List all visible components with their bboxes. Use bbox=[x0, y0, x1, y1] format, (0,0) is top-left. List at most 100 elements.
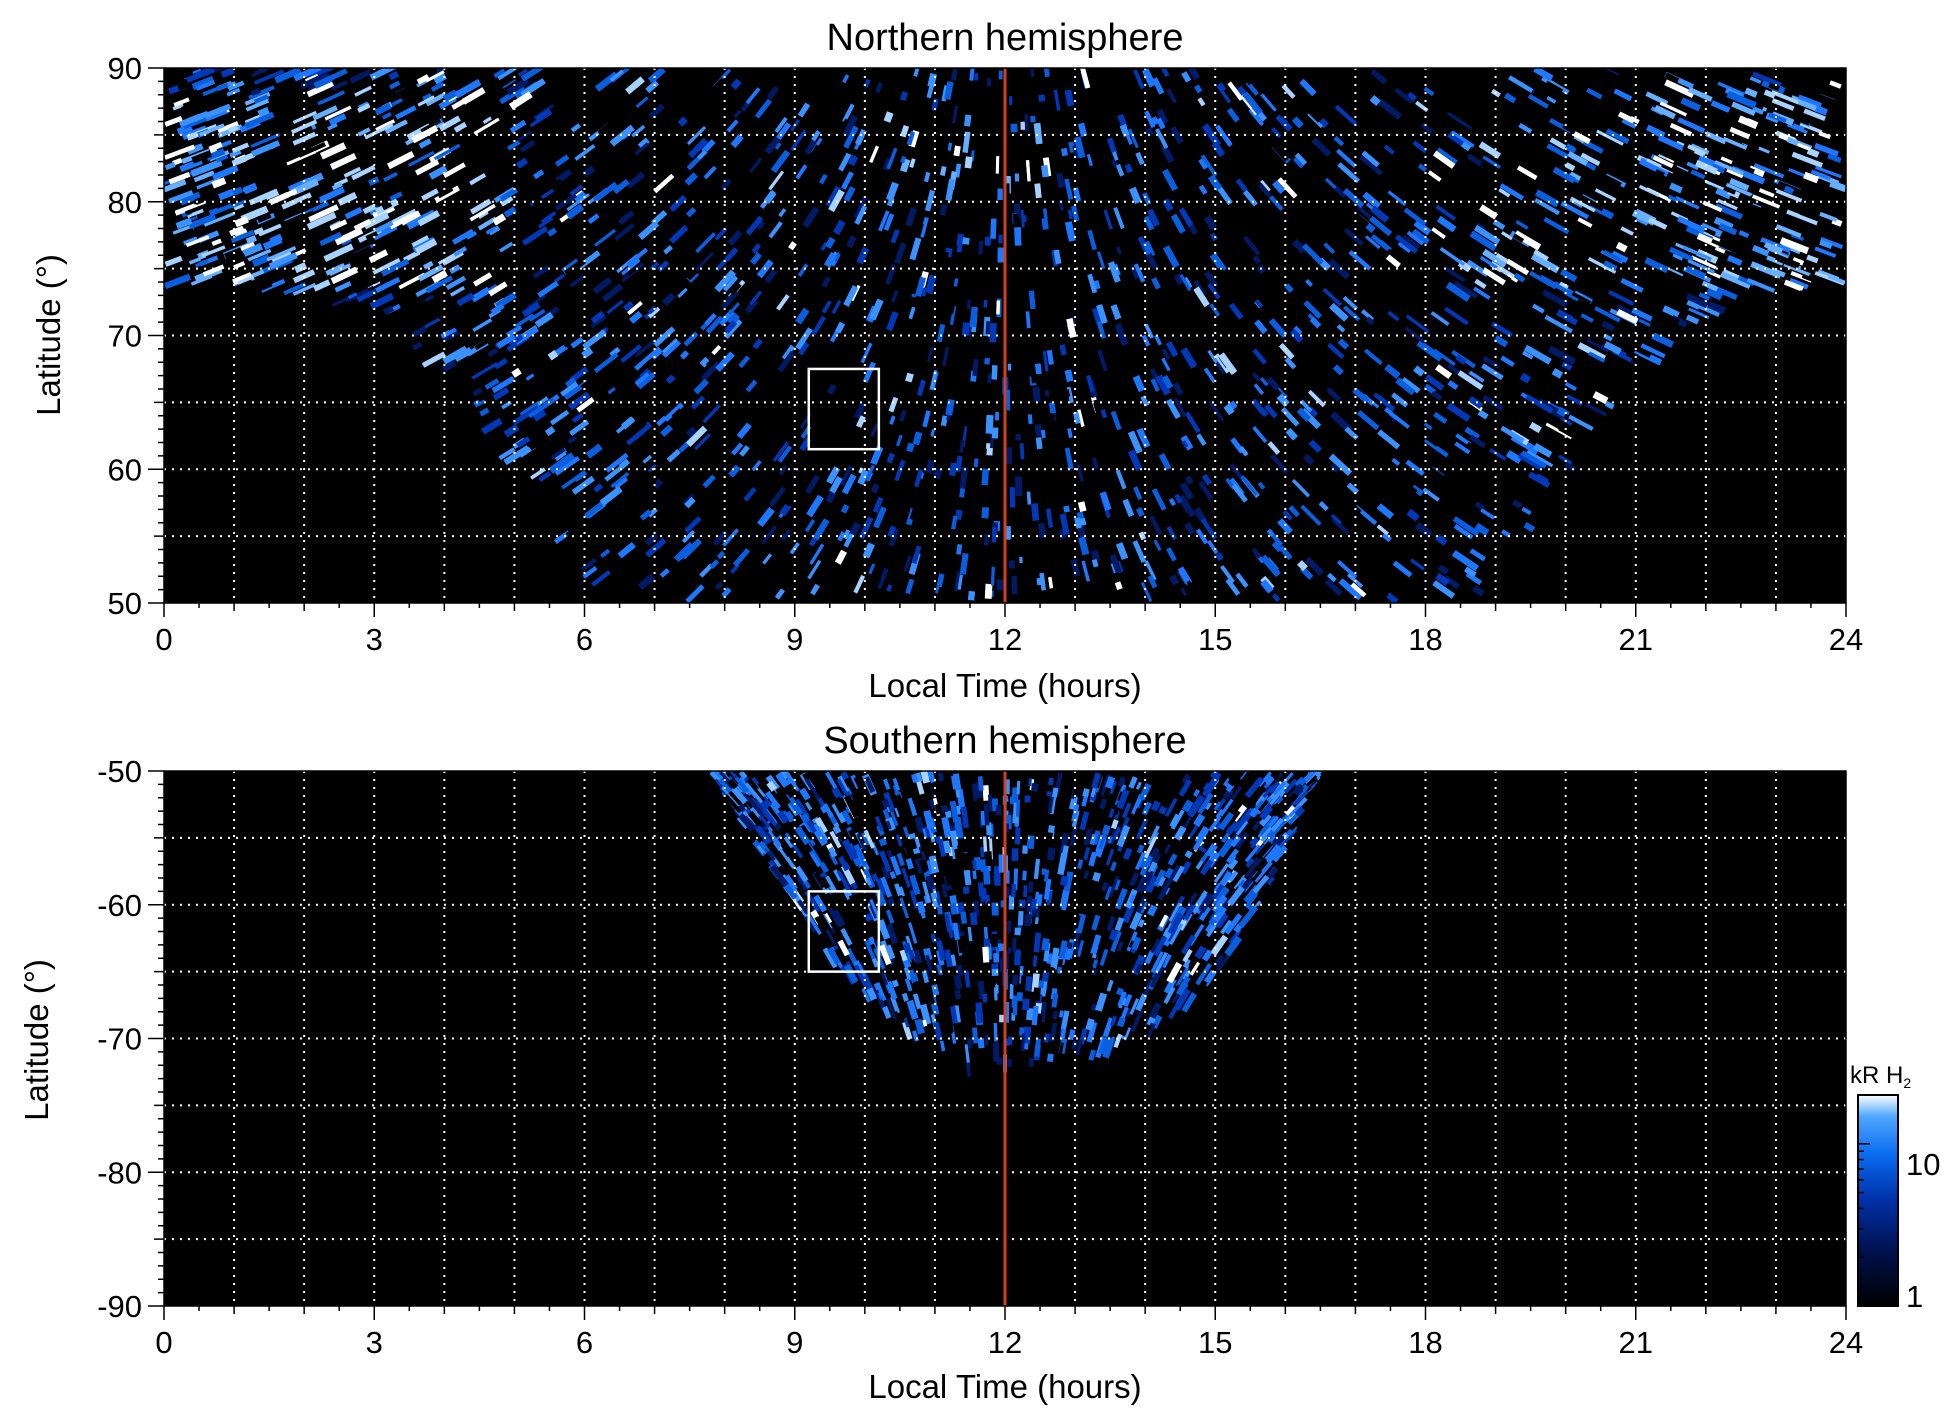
emission-streak bbox=[796, 847, 807, 860]
emission-streak bbox=[797, 102, 811, 118]
emission-streak bbox=[601, 283, 624, 303]
emission-streak bbox=[1620, 226, 1634, 236]
emission-streak bbox=[635, 338, 657, 358]
emission-streak bbox=[1814, 246, 1837, 258]
emission-streak bbox=[811, 130, 821, 142]
emission-streak bbox=[1184, 522, 1196, 536]
emission-streak bbox=[927, 275, 937, 295]
emission-streak bbox=[681, 530, 696, 544]
emission-streak bbox=[1037, 522, 1047, 539]
emission-streak bbox=[1208, 400, 1225, 422]
emission-streak bbox=[1162, 168, 1178, 192]
emission-streak bbox=[804, 800, 815, 811]
emission-streak bbox=[434, 185, 460, 203]
emission-streak bbox=[1451, 550, 1480, 572]
emission-streak bbox=[1018, 540, 1023, 556]
emission-streak bbox=[1064, 221, 1076, 242]
emission-streak bbox=[1063, 923, 1070, 932]
emission-streak bbox=[900, 125, 910, 138]
emission-streak bbox=[1714, 160, 1744, 176]
emission-streak bbox=[1170, 213, 1186, 234]
emission-streak bbox=[771, 828, 780, 838]
emission-streak bbox=[953, 145, 961, 157]
emission-streak bbox=[1115, 246, 1123, 255]
emission-streak bbox=[1328, 110, 1344, 126]
emission-streak bbox=[220, 68, 235, 78]
emission-streak bbox=[424, 294, 435, 303]
emission-streak bbox=[686, 125, 707, 146]
emission-streak bbox=[1225, 821, 1239, 835]
emission-streak bbox=[306, 211, 337, 230]
emission-streak bbox=[832, 232, 848, 253]
emission-streak bbox=[421, 351, 446, 368]
emission-streak bbox=[571, 475, 595, 495]
emission-streak bbox=[715, 351, 735, 372]
emission-streak bbox=[878, 210, 890, 232]
emission-streak bbox=[1371, 234, 1391, 252]
emission-streak bbox=[874, 482, 885, 500]
emission-streak bbox=[1264, 404, 1278, 419]
emission-streak bbox=[1469, 434, 1487, 449]
emission-streak bbox=[597, 120, 615, 136]
emission-streak bbox=[1091, 772, 1102, 789]
emission-streak bbox=[893, 1011, 900, 1020]
emission-streak bbox=[1405, 314, 1430, 334]
emission-streak bbox=[375, 220, 394, 233]
emission-streak bbox=[389, 144, 405, 155]
emission-streak bbox=[827, 846, 838, 858]
emission-streak bbox=[1150, 378, 1160, 392]
emission-streak bbox=[933, 351, 943, 365]
emission-streak bbox=[1154, 773, 1170, 796]
x-tick-label: 18 bbox=[1408, 1325, 1442, 1360]
emission-streak bbox=[1603, 249, 1623, 263]
emission-streak bbox=[1254, 299, 1263, 309]
emission-streak bbox=[1690, 143, 1710, 155]
emission-streak bbox=[343, 166, 361, 178]
emission-streak bbox=[1039, 981, 1048, 997]
emission-streak bbox=[946, 1012, 954, 1033]
emission-streak bbox=[1221, 797, 1233, 811]
emission-streak bbox=[1508, 75, 1534, 93]
emission-streak bbox=[1150, 168, 1162, 184]
emission-streak bbox=[906, 999, 919, 1020]
emission-streak bbox=[935, 963, 943, 976]
emission-streak bbox=[354, 85, 372, 97]
emission-streak bbox=[510, 247, 537, 268]
emission-streak bbox=[1218, 352, 1238, 375]
emission-streak bbox=[927, 906, 934, 921]
emission-streak bbox=[492, 387, 510, 401]
emission-streak bbox=[1079, 811, 1090, 831]
emission-streak bbox=[1023, 1026, 1032, 1044]
emission-streak bbox=[1054, 796, 1062, 818]
emission-streak bbox=[1219, 798, 1234, 817]
emission-streak bbox=[811, 315, 826, 336]
emission-streak bbox=[1478, 141, 1501, 159]
emission-streak bbox=[1067, 172, 1075, 189]
emission-streak bbox=[990, 218, 997, 239]
emission-streak bbox=[1268, 774, 1280, 787]
emission-streak bbox=[357, 127, 371, 137]
emission-streak bbox=[685, 207, 697, 218]
emission-streak bbox=[569, 184, 583, 196]
emission-streak bbox=[982, 993, 988, 1003]
emission-streak bbox=[1210, 934, 1229, 956]
emission-streak bbox=[1267, 441, 1281, 455]
emission-streak bbox=[1057, 821, 1064, 836]
emission-streak bbox=[1110, 410, 1122, 431]
emission-streak bbox=[1372, 384, 1384, 396]
emission-streak bbox=[1208, 815, 1222, 833]
emission-streak bbox=[835, 321, 846, 334]
emission-streak bbox=[1113, 1033, 1123, 1049]
emission-streak bbox=[1099, 491, 1112, 511]
emission-streak bbox=[1593, 278, 1618, 294]
emission-streak bbox=[1147, 208, 1160, 227]
emission-streak bbox=[671, 408, 683, 420]
emission-streak bbox=[565, 322, 591, 343]
emission-streak bbox=[843, 855, 850, 863]
emission-streak bbox=[347, 292, 358, 300]
emission-streak bbox=[417, 264, 444, 282]
emission-streak bbox=[637, 573, 656, 591]
emission-streak bbox=[1211, 883, 1224, 901]
emission-streak bbox=[1139, 855, 1153, 877]
emission-streak bbox=[916, 900, 926, 914]
